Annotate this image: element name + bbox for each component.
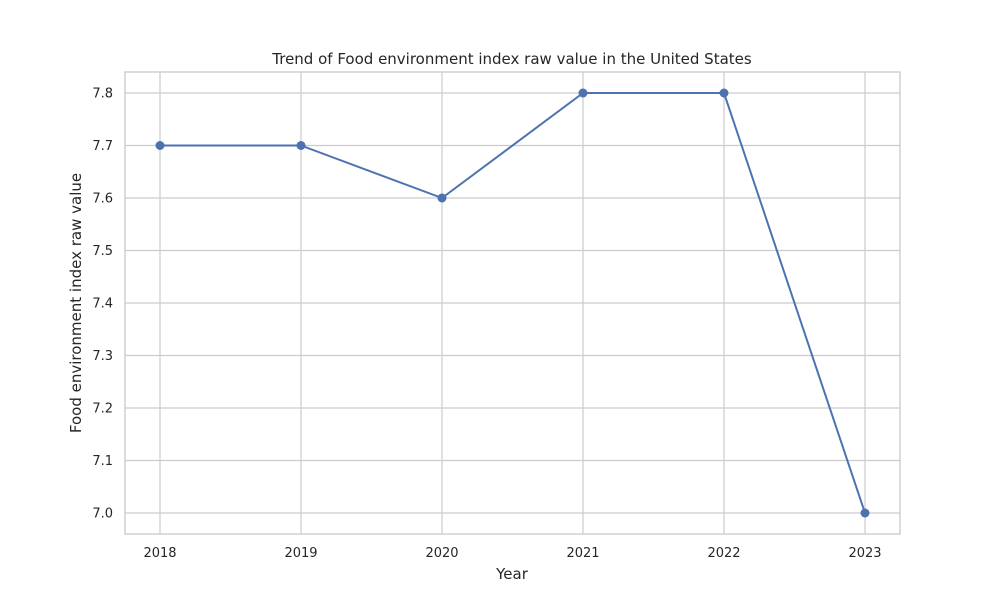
y-tick-label: 7.2 xyxy=(92,402,113,417)
x-tick-label: 2020 xyxy=(425,546,458,561)
x-tick-label: 2018 xyxy=(143,546,176,561)
data-point xyxy=(296,141,306,150)
data-point xyxy=(578,88,588,98)
chart-title: Trend of Food environment index raw valu… xyxy=(271,50,752,68)
x-tick-label: 2022 xyxy=(707,546,740,561)
series-line xyxy=(159,92,866,514)
x-tick-label: 2019 xyxy=(284,546,317,561)
data-point xyxy=(860,508,870,518)
y-axis-ticks: 7.0 7.1 7.2 7.3 7.4 7.5 7.6 7.7 7.8 xyxy=(92,87,113,522)
x-tick-label: 2021 xyxy=(566,546,599,561)
y-tick-label: 7.7 xyxy=(92,139,113,154)
y-axis-label: Food environment index raw value xyxy=(67,173,85,433)
data-point xyxy=(155,141,165,150)
y-tick-label: 7.3 xyxy=(92,349,113,364)
x-axis-label: Year xyxy=(495,565,529,583)
data-point xyxy=(719,88,729,98)
y-tick-label: 7.5 xyxy=(92,244,113,259)
y-tick-label: 7.4 xyxy=(92,297,113,312)
y-tick-label: 7.0 xyxy=(92,507,113,522)
y-tick-label: 7.1 xyxy=(92,454,113,469)
x-tick-label: 2023 xyxy=(848,546,881,561)
data-point xyxy=(437,193,447,203)
y-tick-label: 7.6 xyxy=(92,192,113,207)
y-gridlines xyxy=(125,92,900,514)
y-tick-label: 7.8 xyxy=(92,87,113,102)
data-series xyxy=(155,88,870,518)
x-axis-ticks: 2018 2019 2020 2021 2022 2023 xyxy=(143,546,881,561)
